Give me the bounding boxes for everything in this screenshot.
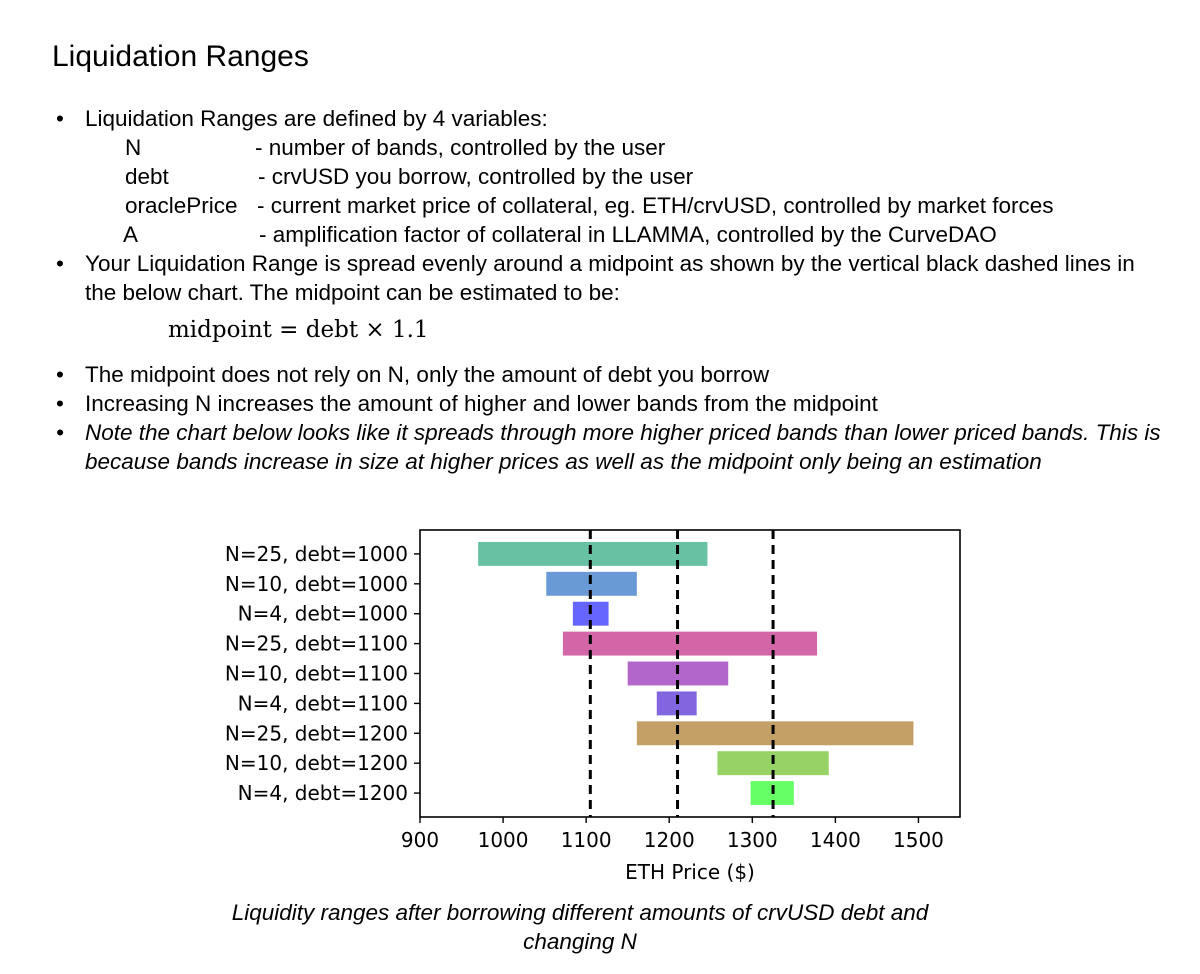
variable-name: debt [125,164,169,189]
chart-caption: Liquidity ranges after borrowing differe… [231,900,929,954]
bullet-n-increase: • Increasing N increases the amount of h… [52,389,1162,418]
bullet-note: • Note the chart below looks like it spr… [52,418,1162,476]
bullet-dot: • [56,106,64,131]
variable-name: oraclePrice [125,193,238,218]
liquidation-range-chart: N=25, debt=1000 N=10, debt=1000 N=4, debt=… [225,529,961,884]
page-title: Liquidation Ranges [52,40,309,73]
x-tick-label: 1000 [478,828,529,852]
x-tick-label: 1400 [810,828,861,852]
bullet-variables: • Liquidation Ranges are defined by 4 va… [52,104,1162,133]
range-bar [562,631,818,656]
y-tick-label: N=10, debt=1100 [225,662,408,686]
bullet-dot: • [56,251,64,276]
bullet-n-independence: • The midpoint does not rely on N, only … [52,360,1162,389]
x-tick-label: 1300 [727,828,778,852]
y-tick-label: N=10, debt=1200 [225,751,408,775]
bullet-midpoint: • Your Liquidation Range is spread evenl… [52,249,1162,307]
y-tick-label: N=4, debt=1000 [238,602,408,626]
bullet-text: Note the chart below looks like it sprea… [85,420,1161,474]
midpoint-formula: midpoint = debt × 1.1 [168,317,429,343]
range-bar [478,541,708,566]
variable-row: A - amplification factor of collateral i… [52,220,1162,249]
y-tick-label: N=10, debt=1000 [225,572,408,596]
bullet-dot: • [56,420,64,445]
variable-desc: - current market price of collateral, eg… [257,193,1054,218]
variable-row: oraclePrice - current market price of co… [52,191,1162,220]
x-tick-label: 900 [401,828,439,852]
y-tick-label: N=25, debt=1100 [225,632,408,656]
x-tick-label: 1500 [893,828,944,852]
variable-desc: - amplification factor of collateral in … [259,222,997,247]
x-axis-label: ETH Price ($) [625,860,755,884]
range-bar [636,721,914,746]
bullet-text: Liquidation Ranges are defined by 4 vari… [85,106,548,131]
y-tick-label: N=25, debt=1000 [225,542,408,566]
x-tick-label: 1200 [644,828,695,852]
bullet-text: Increasing N increases the amount of hig… [85,391,878,416]
bullet-text: Your Liquidation Range is spread evenly … [85,251,1135,305]
variable-row: debt - crvUSD you borrow, controlled by … [52,162,1162,191]
variable-row: N - number of bands, controlled by the u… [52,133,1162,162]
x-tick-label: 1100 [561,828,612,852]
variable-name: A [123,222,139,247]
variable-desc: - number of bands, controlled by the use… [255,135,666,160]
variable-name: N [125,135,142,160]
y-tick-label: N=4, debt=1200 [238,781,408,805]
bullet-dot: • [56,391,64,416]
bullet-list: • Liquidation Ranges are defined by 4 va… [52,104,1162,476]
bullet-dot: • [56,362,64,387]
bullet-text: The midpoint does not rely on N, only th… [85,362,770,387]
variable-desc: - crvUSD you borrow, controlled by the u… [258,164,694,189]
y-tick-label: N=25, debt=1200 [225,721,408,745]
y-tick-label: N=4, debt=1100 [238,691,408,715]
